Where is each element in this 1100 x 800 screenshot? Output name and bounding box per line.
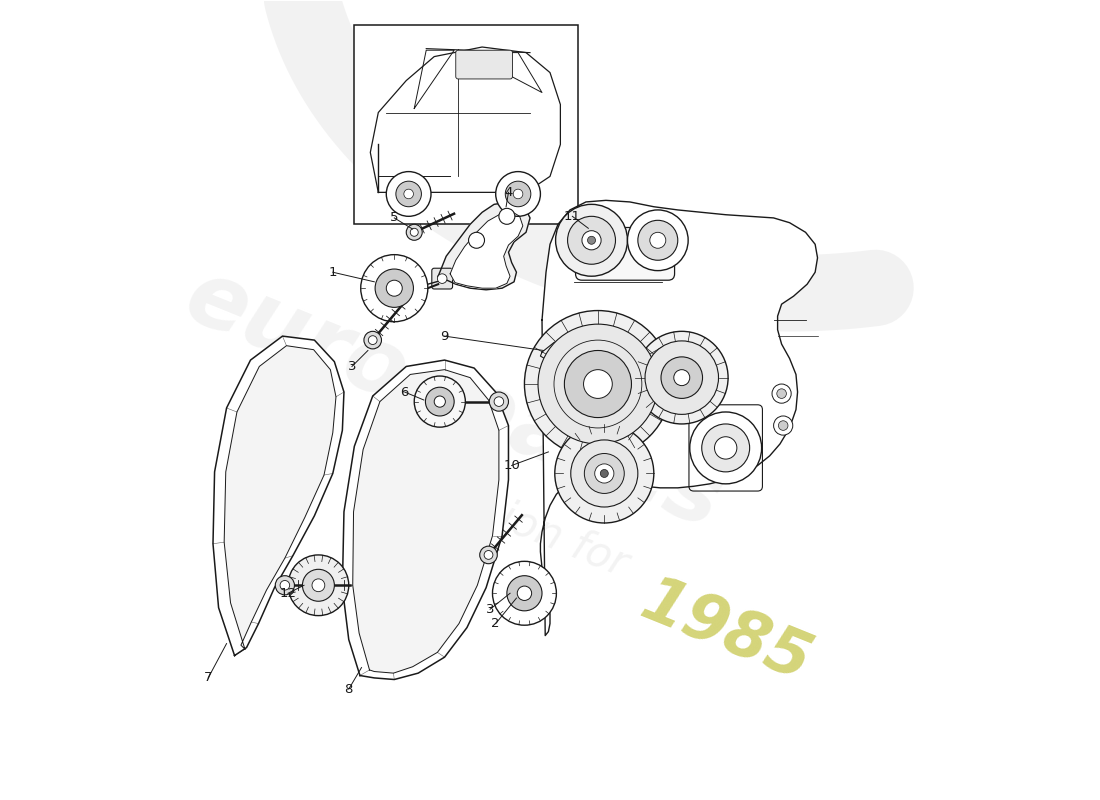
- Circle shape: [302, 570, 334, 602]
- Circle shape: [361, 254, 428, 322]
- Circle shape: [386, 171, 431, 216]
- Circle shape: [773, 416, 793, 435]
- Text: 3: 3: [348, 360, 356, 373]
- Circle shape: [275, 576, 295, 595]
- Text: 7: 7: [204, 671, 212, 685]
- Polygon shape: [353, 370, 499, 673]
- Circle shape: [674, 370, 690, 386]
- Text: a passion for: a passion for: [370, 446, 634, 586]
- Text: 11: 11: [564, 210, 581, 223]
- Circle shape: [312, 579, 324, 592]
- Circle shape: [525, 310, 671, 458]
- Circle shape: [554, 424, 653, 523]
- Text: eurospares: eurospares: [173, 252, 735, 548]
- Circle shape: [715, 437, 737, 459]
- Circle shape: [505, 181, 531, 206]
- Circle shape: [564, 350, 631, 418]
- Text: 8: 8: [344, 682, 353, 695]
- Circle shape: [702, 424, 750, 472]
- Circle shape: [772, 384, 791, 403]
- FancyBboxPatch shape: [455, 50, 513, 79]
- Circle shape: [517, 586, 531, 601]
- Text: 9: 9: [440, 330, 449, 342]
- Circle shape: [514, 189, 522, 198]
- Circle shape: [406, 224, 422, 240]
- Circle shape: [583, 370, 613, 398]
- Circle shape: [661, 357, 703, 398]
- FancyBboxPatch shape: [432, 268, 452, 289]
- Circle shape: [650, 232, 666, 248]
- Circle shape: [496, 171, 540, 216]
- Text: 10: 10: [503, 459, 520, 472]
- Circle shape: [568, 216, 616, 264]
- Text: 1985: 1985: [631, 570, 820, 694]
- Circle shape: [410, 228, 418, 236]
- Circle shape: [779, 421, 788, 430]
- Circle shape: [396, 181, 421, 206]
- Polygon shape: [450, 211, 522, 288]
- Text: 5: 5: [390, 211, 398, 225]
- Circle shape: [364, 331, 382, 349]
- FancyBboxPatch shape: [354, 25, 578, 224]
- Polygon shape: [224, 346, 336, 649]
- Circle shape: [404, 189, 414, 198]
- Circle shape: [627, 210, 689, 270]
- Circle shape: [645, 341, 718, 414]
- Circle shape: [587, 236, 595, 244]
- Text: 3: 3: [486, 602, 494, 616]
- Circle shape: [386, 280, 403, 296]
- Circle shape: [494, 397, 504, 406]
- Circle shape: [690, 412, 761, 484]
- Circle shape: [280, 581, 289, 590]
- Circle shape: [538, 324, 658, 444]
- Polygon shape: [540, 338, 574, 362]
- Circle shape: [490, 392, 508, 411]
- Circle shape: [415, 376, 465, 427]
- Circle shape: [288, 555, 349, 616]
- Polygon shape: [342, 360, 508, 679]
- Circle shape: [595, 464, 614, 483]
- Circle shape: [438, 274, 447, 283]
- Text: 1: 1: [329, 266, 337, 278]
- Circle shape: [484, 550, 493, 559]
- Circle shape: [571, 440, 638, 507]
- Circle shape: [777, 389, 786, 398]
- Circle shape: [556, 204, 627, 276]
- Circle shape: [375, 269, 414, 307]
- Circle shape: [368, 336, 377, 345]
- Circle shape: [601, 470, 608, 478]
- Circle shape: [499, 208, 515, 224]
- Polygon shape: [371, 47, 560, 192]
- Circle shape: [426, 387, 454, 416]
- Circle shape: [469, 232, 484, 248]
- Text: 2: 2: [492, 617, 499, 630]
- Polygon shape: [438, 202, 530, 290]
- FancyBboxPatch shape: [575, 227, 674, 280]
- Text: 12: 12: [279, 586, 297, 600]
- Circle shape: [582, 230, 601, 250]
- Circle shape: [507, 576, 542, 611]
- Circle shape: [638, 220, 678, 260]
- Circle shape: [493, 562, 557, 626]
- Text: 6: 6: [400, 386, 409, 398]
- Polygon shape: [213, 336, 344, 655]
- Circle shape: [434, 396, 446, 407]
- Circle shape: [584, 454, 625, 494]
- Circle shape: [636, 331, 728, 424]
- Polygon shape: [540, 200, 817, 635]
- Text: 4: 4: [504, 186, 513, 199]
- Circle shape: [480, 546, 497, 564]
